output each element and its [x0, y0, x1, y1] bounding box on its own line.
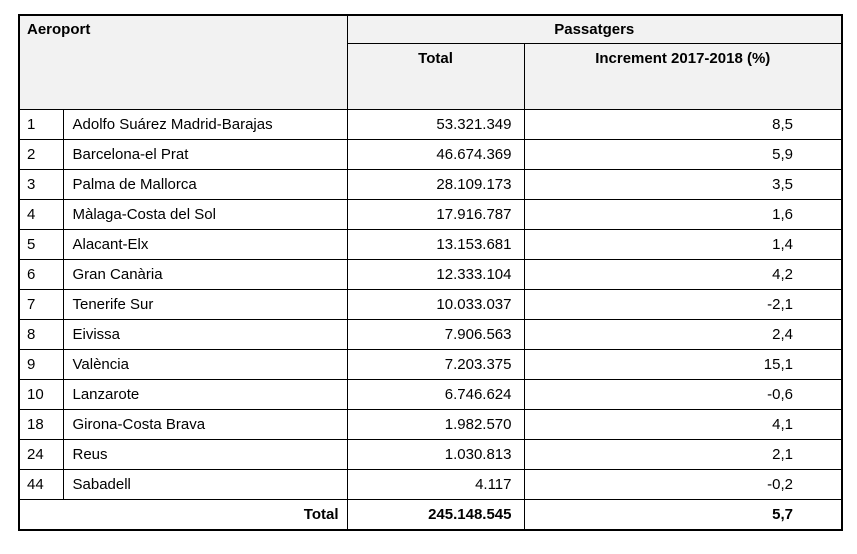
airport-name-cell: Adolfo Suárez Madrid-Barajas — [62, 109, 348, 140]
increment-cell: 5,9 — [523, 139, 843, 170]
airport-name-cell: Tenerife Sur — [62, 289, 348, 320]
increment-cell: 2,4 — [523, 319, 843, 350]
col-header-aeroport: Aeroport — [18, 14, 348, 110]
col-header-total: Total — [346, 43, 525, 110]
table-row: 8 Eivissa 7.906.563 2,4 — [18, 319, 843, 350]
rank-cell: 9 — [18, 349, 64, 380]
increment-cell: -0,6 — [523, 379, 843, 410]
total-cell: 7.203.375 — [346, 349, 525, 380]
total-cell: 4.117 — [346, 469, 525, 500]
airport-name-cell: Eivissa — [62, 319, 348, 350]
table-row: 44 Sabadell 4.117 -0,2 — [18, 469, 843, 500]
increment-cell: -0,2 — [523, 469, 843, 500]
header-row-primary: Aeroport Passatgers — [18, 14, 843, 110]
airport-name-cell: València — [62, 349, 348, 380]
rank-cell: 6 — [18, 259, 64, 290]
total-cell: 46.674.369 — [346, 139, 525, 170]
table-row: 10 Lanzarote 6.746.624 -0,6 — [18, 379, 843, 410]
total-cell: 10.033.037 — [346, 289, 525, 320]
airport-passengers-table: Aeroport Passatgers Total Increment 2017… — [18, 14, 843, 531]
increment-cell: -2,1 — [523, 289, 843, 320]
increment-cell: 2,1 — [523, 439, 843, 470]
total-cell: 17.916.787 — [346, 199, 525, 230]
rank-cell: 7 — [18, 289, 64, 320]
table-row: 24 Reus 1.030.813 2,1 — [18, 439, 843, 470]
increment-cell: 4,2 — [523, 259, 843, 290]
table-row: 18 Girona-Costa Brava 1.982.570 4,1 — [18, 409, 843, 440]
total-cell: 53.321.349 — [346, 109, 525, 140]
table-row: 7 Tenerife Sur 10.033.037 -2,1 — [18, 289, 843, 320]
increment-cell: 1,4 — [523, 229, 843, 260]
increment-cell: 3,5 — [523, 169, 843, 200]
total-cell: 1.030.813 — [346, 439, 525, 470]
airport-name-cell: Barcelona-el Prat — [62, 139, 348, 170]
airport-name-cell: Lanzarote — [62, 379, 348, 410]
airport-name-cell: Girona-Costa Brava — [62, 409, 348, 440]
airport-name-cell: Palma de Mallorca — [62, 169, 348, 200]
table-row: 5 Alacant-Elx 13.153.681 1,4 — [18, 229, 843, 260]
total-cell: 13.153.681 — [346, 229, 525, 260]
header-row-secondary: Total Increment 2017-2018 (%) — [19, 43, 843, 110]
col-header-passatgers: Passatgers — [346, 14, 843, 44]
rank-cell: 24 — [18, 439, 64, 470]
rank-cell: 4 — [18, 199, 64, 230]
col-header-increment: Increment 2017-2018 (%) — [523, 43, 843, 110]
total-cell: 7.906.563 — [346, 319, 525, 350]
increment-cell: 1,6 — [523, 199, 843, 230]
rank-cell: 8 — [18, 319, 64, 350]
rank-cell: 1 — [18, 109, 64, 140]
airport-name-cell: Alacant-Elx — [62, 229, 348, 260]
table-row: 1 Adolfo Suárez Madrid-Barajas 53.321.34… — [18, 109, 843, 140]
grand-total-cell: 245.148.545 — [346, 499, 525, 531]
table-row: 6 Gran Canària 12.333.104 4,2 — [18, 259, 843, 290]
rank-cell: 3 — [18, 169, 64, 200]
rank-cell: 10 — [18, 379, 64, 410]
rank-cell: 2 — [18, 139, 64, 170]
rank-cell: 18 — [18, 409, 64, 440]
increment-cell: 8,5 — [523, 109, 843, 140]
total-row-label: Total — [18, 499, 348, 531]
total-cell: 12.333.104 — [346, 259, 525, 290]
total-cell: 1.982.570 — [346, 409, 525, 440]
table-row: 2 Barcelona-el Prat 46.674.369 5,9 — [18, 139, 843, 170]
increment-cell: 4,1 — [523, 409, 843, 440]
airport-name-cell: Sabadell — [62, 469, 348, 500]
rank-cell: 44 — [18, 469, 64, 500]
table-row: 9 València 7.203.375 15,1 — [18, 349, 843, 380]
airport-name-cell: Gran Canària — [62, 259, 348, 290]
rank-cell: 5 — [18, 229, 64, 260]
total-row: Total 245.148.545 5,7 — [18, 499, 843, 531]
table-row: 3 Palma de Mallorca 28.109.173 3,5 — [18, 169, 843, 200]
total-cell: 28.109.173 — [346, 169, 525, 200]
airport-name-cell: Reus — [62, 439, 348, 470]
airport-name-cell: Màlaga-Costa del Sol — [62, 199, 348, 230]
table-row: 4 Màlaga-Costa del Sol 17.916.787 1,6 — [18, 199, 843, 230]
total-cell: 6.746.624 — [346, 379, 525, 410]
total-increment-cell: 5,7 — [523, 499, 843, 531]
increment-cell: 15,1 — [523, 349, 843, 380]
